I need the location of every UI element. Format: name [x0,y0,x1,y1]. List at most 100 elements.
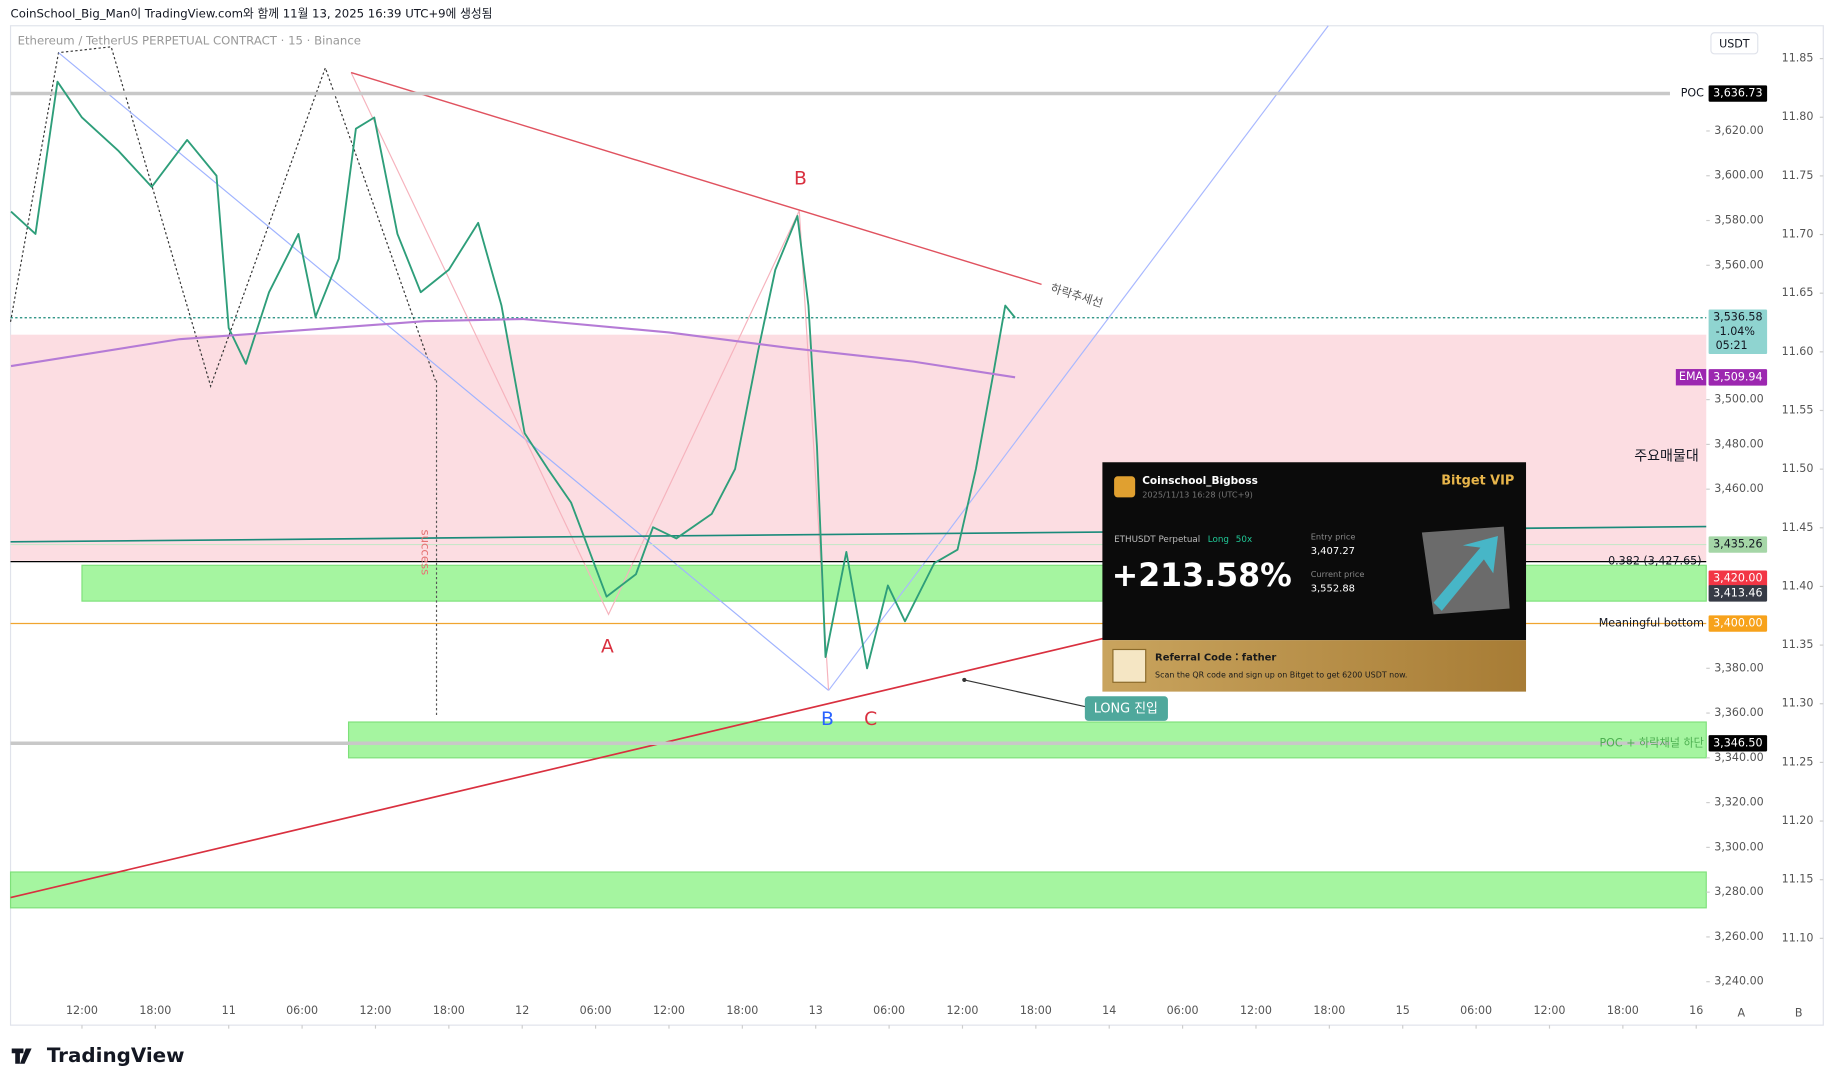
y2-tick-label: 11.40 [1782,579,1814,592]
y-tick-label: 3,580.00 [1714,214,1763,227]
y2-tick-label: 11.70 [1782,228,1814,241]
y2-tick-label: 11.15 [1782,873,1814,886]
logo-text: TradingView [47,1044,185,1067]
y2-tick-label: 11.65 [1782,286,1814,299]
y-tick-label: 3,260.00 [1714,930,1763,943]
y-tick-label: 3,380.00 [1714,661,1763,674]
scale-button[interactable]: B [1795,1006,1803,1019]
x-tick-label: 06:00 [873,1004,905,1017]
y2-tick-label: 11.10 [1782,931,1814,944]
blue-diagonal [58,52,829,691]
price-label: 3,636.73 [1713,87,1762,100]
qr-code [1112,648,1147,683]
card-brand: Bitget VIP [1441,473,1514,488]
y2-tick-label: 11.45 [1782,521,1814,534]
zigzag [9,46,436,389]
card-entry-price: 3,407.27 [1311,546,1355,557]
blue-trendline [828,25,1329,691]
y2-tick-label: 11.80 [1782,110,1814,123]
card-time: 2025/11/13 16:28 (UTC+9) [1142,490,1253,500]
card-bottom [1102,640,1527,692]
symbol-title: Ethereum / TetherUS PERPETUAL CONTRACT ·… [18,33,361,47]
header-credit: CoinSchool_Big_Man이 TradingView.com와 함께 … [11,7,493,21]
wave-label: A [601,637,614,658]
price-label-box [1708,85,1768,102]
level-name: 0.382 (3,427.65) [1608,555,1701,568]
y-tick-label: 3,320.00 [1714,796,1763,809]
card-current-price: 3,552.88 [1311,584,1355,595]
x-tick-label: 06:00 [1460,1004,1492,1017]
price-label-box [1708,369,1768,386]
y2-tick-label: 11.55 [1782,403,1814,416]
y-tick-label: 3,340.00 [1714,751,1763,764]
entry-pointer [964,679,1087,708]
y-tick-label: 3,620.00 [1714,124,1763,137]
y-tick-label: 3,500.00 [1714,393,1763,406]
rising-trendline [10,636,1107,899]
y-tick-label: 3,300.00 [1714,840,1763,853]
falling-trendline [350,71,1042,286]
y2-tick-label: 11.20 [1782,814,1814,827]
x-tick-label: 06:00 [580,1004,612,1017]
scale-button[interactable]: A [1738,1006,1746,1019]
y-tick-label: 3,280.00 [1714,885,1763,898]
price-label: 3,536.58 [1713,311,1762,324]
currency-button[interactable] [1710,32,1759,55]
price-countdown: 05:21 [1716,339,1748,352]
x-tick-label: 12:00 [1240,1004,1272,1017]
x-tick-label: 12:00 [66,1004,98,1017]
card-referral: Referral Code：father [1155,653,1276,664]
price-label: 3,435.26 [1713,538,1762,551]
wave-label: B [821,709,834,730]
price-label-box [1708,309,1768,355]
y2-tick-label: 11.30 [1782,697,1814,710]
y-tick-label: 3,240.00 [1714,975,1763,988]
price-label-box [1708,585,1768,602]
y2-tick-label: 11.35 [1782,638,1814,651]
x-tick-label: 06:00 [286,1004,318,1017]
level-name: POC + 하락채널 하단 [1599,735,1703,749]
avatar [1114,476,1136,498]
x-tick-label: 12:00 [1533,1004,1565,1017]
pattern-lines [350,72,830,691]
wave-label: B [794,169,807,190]
entry-dot [962,677,967,683]
x-tick-label: 11 [222,1004,236,1017]
x-tick-label: 14 [1102,1004,1116,1017]
y2-tick-label: 11.75 [1782,169,1814,182]
card-current-title: Current price [1311,569,1365,579]
series-name: EMA [1679,370,1704,383]
x-tick-label: 12 [515,1004,529,1017]
price-label: 3,420.00 [1713,572,1762,585]
price-label: 3,509.94 [1713,370,1762,383]
card-leverage: 50x [1236,535,1252,545]
y2-tick-label: 11.85 [1782,52,1814,65]
x-tick-label: 12:00 [359,1004,391,1017]
logo-mark [11,1048,32,1064]
price-change: -1.04% [1716,325,1755,338]
ema-line [10,317,1016,379]
x-tick-label: 15 [1396,1004,1410,1017]
price-label: 3,400.00 [1713,617,1762,630]
zone [9,871,1707,909]
price-label: 3,346.50 [1713,736,1762,749]
y2-tick-label: 11.60 [1782,345,1814,358]
x-tick-label: 18:00 [1020,1004,1052,1017]
x-tick-label: 18:00 [726,1004,758,1017]
card-user: Coinschool_Bigboss [1142,475,1258,487]
series [10,80,1016,670]
currency-label[interactable]: USDT [1719,37,1750,50]
card-promo: Scan the QR code and sign up on Bitget t… [1155,671,1407,680]
x-tick-label: 13 [809,1004,823,1017]
success-label: success [418,530,432,576]
x-tick-label: 18:00 [1313,1004,1345,1017]
card-contract: ETHUSDT Perpetual [1114,535,1200,545]
wave-label: C [864,709,877,730]
entry-badge [1084,696,1168,721]
y-tick-label: 3,480.00 [1714,437,1763,450]
x-tick-label: 16 [1689,1004,1703,1017]
level-name: POC [1681,87,1704,100]
y-tick-label: 3,360.00 [1714,706,1763,719]
